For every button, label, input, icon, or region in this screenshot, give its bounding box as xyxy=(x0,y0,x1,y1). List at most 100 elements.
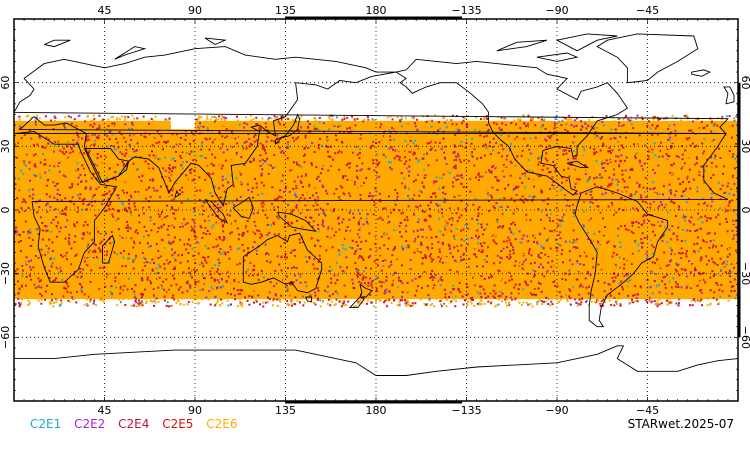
observation-point xyxy=(179,276,182,279)
observation-point xyxy=(731,187,734,190)
observation-point xyxy=(556,253,559,256)
observation-point xyxy=(106,225,109,228)
observation-point xyxy=(475,153,477,156)
observation-point xyxy=(334,282,337,285)
observation-point xyxy=(309,259,312,262)
observation-point xyxy=(512,209,515,212)
observation-point xyxy=(298,238,301,241)
observation-point xyxy=(296,178,299,181)
observation-point xyxy=(210,183,213,186)
observation-point xyxy=(539,283,542,285)
observation-point xyxy=(469,297,472,300)
observation-point xyxy=(404,302,407,305)
observation-point xyxy=(459,291,462,293)
observation-point xyxy=(69,116,72,119)
observation-point xyxy=(175,184,178,186)
observation-point xyxy=(356,244,359,247)
observation-point xyxy=(396,195,399,198)
observation-point xyxy=(596,282,599,285)
observation-point xyxy=(336,246,339,249)
observation-point xyxy=(169,278,172,281)
observation-point xyxy=(541,288,544,290)
observation-point xyxy=(39,144,42,147)
observation-point xyxy=(23,199,26,202)
observation-point xyxy=(342,261,345,264)
observation-point xyxy=(249,292,252,295)
observation-point xyxy=(550,300,553,303)
observation-point xyxy=(76,206,79,209)
observation-point xyxy=(669,140,671,143)
observation-point xyxy=(245,254,248,257)
observation-point xyxy=(119,292,122,295)
observation-point xyxy=(32,154,35,157)
observation-point xyxy=(613,120,616,123)
observation-point xyxy=(638,185,641,188)
observation-point xyxy=(711,119,713,122)
observation-point xyxy=(343,118,346,120)
observation-point xyxy=(375,156,377,159)
observation-point xyxy=(154,133,157,136)
observation-point xyxy=(573,135,576,138)
observation-point xyxy=(181,222,184,225)
observation-point xyxy=(352,212,355,215)
observation-point xyxy=(27,232,30,235)
observation-point xyxy=(86,201,89,204)
observation-point xyxy=(685,286,688,289)
observation-point xyxy=(75,124,78,127)
observation-point xyxy=(84,290,86,293)
observation-point xyxy=(152,210,155,213)
observation-point xyxy=(286,271,289,274)
observation-point xyxy=(226,135,229,138)
observation-point xyxy=(581,124,583,127)
observation-point xyxy=(104,226,107,229)
observation-point xyxy=(133,256,136,259)
observation-point xyxy=(452,185,455,188)
observation-point xyxy=(207,237,210,240)
observation-point xyxy=(142,174,145,176)
observation-point xyxy=(94,140,97,143)
observation-point xyxy=(451,140,453,143)
observation-point xyxy=(729,262,732,265)
observation-point xyxy=(631,252,634,255)
observation-point xyxy=(440,257,443,260)
observation-point xyxy=(505,125,508,128)
observation-point xyxy=(620,262,623,265)
observation-point xyxy=(501,300,503,303)
observation-point xyxy=(457,212,460,215)
observation-point xyxy=(696,229,699,232)
observation-point xyxy=(566,175,569,178)
observation-point xyxy=(225,196,228,199)
observation-point xyxy=(28,168,31,171)
observation-point xyxy=(482,265,484,268)
observation-point xyxy=(666,270,669,273)
observation-point xyxy=(444,218,447,221)
observation-point xyxy=(261,192,264,195)
observation-point xyxy=(58,253,61,256)
observation-point xyxy=(724,210,727,213)
observation-point xyxy=(709,254,712,257)
observation-point xyxy=(433,135,436,138)
observation-point xyxy=(85,256,88,259)
observation-point xyxy=(492,295,495,298)
observation-point xyxy=(583,216,586,219)
observation-point xyxy=(358,300,361,303)
observation-point xyxy=(407,246,410,249)
observation-point xyxy=(669,260,672,263)
observation-point xyxy=(722,154,725,157)
observation-point xyxy=(558,228,561,231)
observation-point xyxy=(26,158,28,161)
observation-point xyxy=(25,263,28,266)
observation-point xyxy=(171,224,174,227)
observation-point xyxy=(258,159,261,162)
observation-point xyxy=(543,118,546,121)
observation-point xyxy=(189,244,192,247)
observation-point xyxy=(569,293,572,296)
observation-point xyxy=(353,181,356,184)
observation-point xyxy=(668,190,671,193)
observation-point xyxy=(16,202,19,205)
observation-point xyxy=(235,153,238,156)
observation-point xyxy=(470,163,473,166)
observation-point xyxy=(539,277,542,280)
observation-point xyxy=(19,301,22,304)
observation-point xyxy=(259,127,262,130)
